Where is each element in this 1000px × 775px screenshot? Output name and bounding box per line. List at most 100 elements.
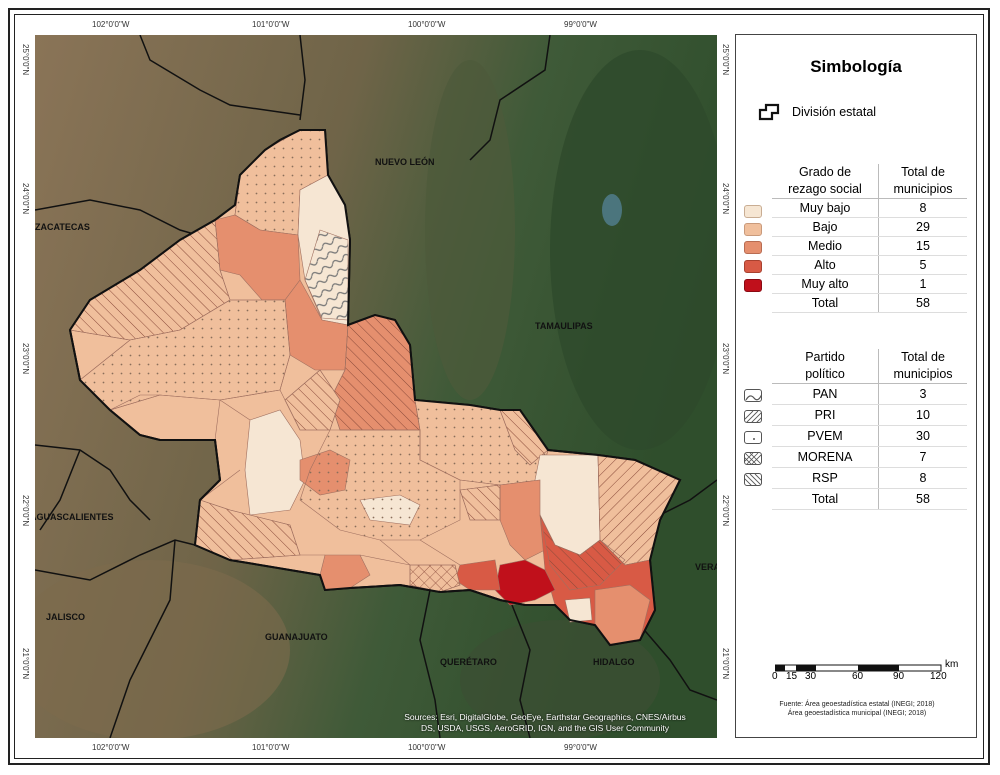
partido-value: 3	[878, 383, 967, 405]
header-line: político	[805, 367, 845, 381]
table-row: Alto 5	[772, 255, 967, 275]
lat-label-right: 23°0'0"N	[721, 343, 730, 375]
partido-total-value: 58	[878, 488, 967, 510]
rezago-label: Medio	[772, 236, 879, 256]
division-label: División estatal	[792, 105, 877, 119]
lat-label-right: 25°0'0"N	[721, 44, 730, 76]
header-line: Total de	[901, 165, 945, 179]
state-outline	[68, 129, 682, 647]
scale-label: 30	[805, 671, 817, 682]
division-legend-item: División estatal	[756, 103, 876, 121]
scale-label: 60	[852, 671, 864, 682]
state-boundary-icon	[758, 103, 780, 121]
rezago-value: 15	[878, 236, 967, 256]
basemap-credits: Sources: Esri, DigitalGlobe, GeoEye, Ear…	[380, 712, 710, 734]
municipio-pattern	[304, 229, 349, 321]
municipio-pattern	[539, 514, 626, 591]
municipio-patch[interactable]	[244, 409, 306, 516]
legend-panel: Simbología División estatal Grado de rez…	[735, 34, 977, 738]
header-line: municipios	[893, 182, 953, 196]
pattern-morena-icon	[744, 452, 762, 465]
table-row: PAN 3	[772, 383, 967, 405]
lat-label-left: 25°0'0"N	[21, 44, 30, 76]
table-row: MORENA 7	[772, 446, 967, 468]
lat-label-left: 21°0'0"N	[21, 648, 30, 680]
lon-label-bottom: 100°0'0"W	[408, 743, 446, 752]
partido-label: RSP	[772, 467, 879, 489]
rezago-label: Muy bajo	[772, 198, 879, 218]
legend-title: Simbología	[810, 57, 902, 76]
lon-label-bottom: 101°0'0"W	[252, 743, 290, 752]
lat-label-right: 22°0'0"N	[721, 495, 730, 527]
outer-frame	[8, 8, 990, 765]
rezago-label: Alto	[772, 255, 879, 275]
map-svg: NUEVO LEÓN TAMAULIPAS ZACATECAS AGUASCAL…	[35, 35, 717, 738]
label-guanajuato: GUANAJUATO	[265, 632, 328, 642]
lat-label-left: 22°0'0"N	[21, 495, 30, 527]
municipio-patch[interactable]	[564, 597, 593, 623]
rezago-total-label: Total	[772, 293, 879, 313]
partido-label: PVEM	[772, 425, 879, 447]
header-line: rezago social	[788, 182, 862, 196]
label-hidalgo: HIDALGO	[593, 657, 635, 667]
header-line: Total de	[901, 350, 945, 364]
source-line: Fuente: Área geoestadística estatal (INE…	[779, 701, 935, 708]
lat-label-left: 24°0'0"N	[21, 183, 30, 215]
source-note: Fuente: Área geoestadística estatal (INE…	[742, 700, 972, 718]
credits-line: Sources: Esri, DigitalGlobe, GeoEye, Ear…	[404, 712, 686, 722]
lon-label-top: 101°0'0"W	[252, 20, 290, 29]
municipio-patch[interactable]	[499, 479, 546, 561]
swatch-medio	[744, 241, 762, 254]
scale-label: 120	[930, 671, 947, 682]
partido-header-col1: Partido político	[772, 349, 879, 384]
swatch-muy-bajo	[744, 205, 762, 218]
rezago-value: 8	[878, 198, 967, 218]
scale-bar-graphic	[774, 664, 942, 672]
label-nuevo-leon: NUEVO LEÓN	[375, 156, 435, 167]
lat-label-right: 21°0'0"N	[721, 648, 730, 680]
source-line: Área geoestadística municipal (INEGI; 20…	[787, 710, 927, 717]
rezago-total-value: 58	[878, 293, 967, 313]
municipio-patch[interactable]	[494, 559, 556, 606]
partido-label: MORENA	[772, 446, 879, 468]
rezago-label: Bajo	[772, 217, 879, 237]
swatch-muy-alto	[744, 279, 762, 292]
partido-total-label: Total	[772, 488, 879, 510]
rezago-header-col1: Grado de rezago social	[772, 164, 879, 199]
partido-label: PAN	[772, 383, 879, 405]
rezago-label: Muy alto	[772, 274, 879, 294]
label-aguascalientes: AGUASCALIENTES	[35, 512, 114, 522]
scale-unit: km	[945, 659, 959, 670]
lat-label-left: 23°0'0"N	[21, 343, 30, 375]
table-row: Muy bajo 8	[772, 198, 967, 218]
header-line: Partido	[805, 350, 845, 364]
table-row-total: Total 58	[772, 488, 967, 510]
header-line: Grado de	[798, 165, 852, 179]
partido-table: Partido político Total de municipios PAN…	[772, 349, 967, 510]
pattern-pri-icon	[744, 410, 762, 423]
municipio-pattern	[459, 484, 501, 521]
label-zacatecas: ZACATECAS	[35, 222, 90, 232]
table-row: Bajo 29	[772, 217, 967, 237]
label-veracruz: VERA	[695, 562, 717, 572]
label-queretaro: QUERÉTARO	[440, 657, 497, 667]
partido-value: 7	[878, 446, 967, 468]
label-tamaulipas: TAMAULIPAS	[535, 321, 593, 331]
lon-label-top: 102°0'0"W	[92, 20, 130, 29]
table-row: PRI 10	[772, 404, 967, 426]
rezago-value: 5	[878, 255, 967, 275]
map-canvas[interactable]: NUEVO LEÓN TAMAULIPAS ZACATECAS AGUASCAL…	[35, 35, 717, 738]
table-row: RSP 8	[772, 467, 967, 489]
lon-label-top: 100°0'0"W	[408, 20, 446, 29]
swatch-alto	[744, 260, 762, 273]
pattern-rsp-icon	[744, 473, 762, 486]
rezago-header-col2: Total de municipios	[878, 164, 967, 199]
lon-label-bottom: 102°0'0"W	[92, 743, 130, 752]
rezago-value: 29	[878, 217, 967, 237]
table-row: Medio 15	[772, 236, 967, 256]
table-row: PVEM 30	[772, 425, 967, 447]
table-row-total: Total 58	[772, 293, 967, 313]
scale-label: 90	[893, 671, 905, 682]
partido-value: 10	[878, 404, 967, 426]
pattern-pan-icon	[744, 389, 762, 402]
